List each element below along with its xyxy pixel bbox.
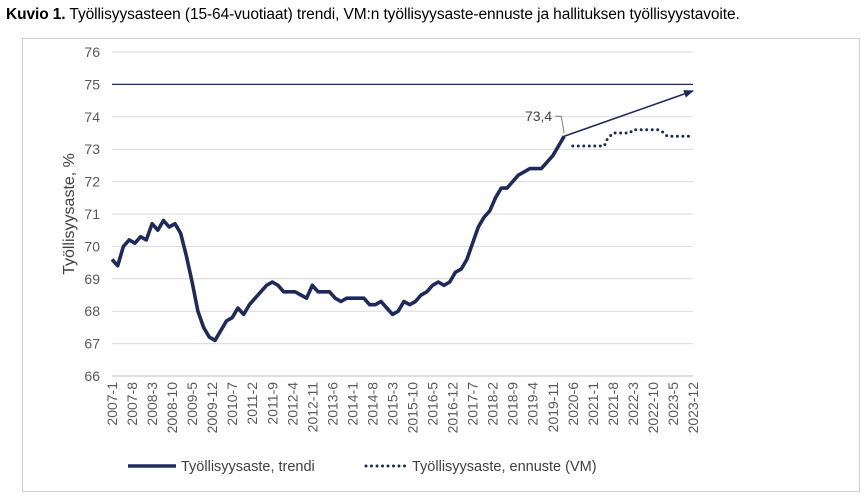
x-tick-label: 2008-3 bbox=[144, 382, 160, 426]
y-axis-label: Työllisyysaste, % bbox=[61, 153, 78, 275]
y-tick-label: 69 bbox=[84, 271, 100, 287]
forecast-line bbox=[571, 128, 695, 148]
x-tick-label: 2014-1 bbox=[344, 382, 360, 426]
x-tick-label: 2012-4 bbox=[284, 382, 300, 426]
legend-label-forecast: Työllisyysaste, ennuste (VM) bbox=[412, 459, 597, 475]
y-tick-label: 67 bbox=[84, 336, 100, 352]
target-arrow bbox=[563, 90, 694, 137]
x-tick-label: 2011-2 bbox=[244, 382, 260, 425]
y-axis: 66 67 68 69 70 71 72 73 74 75 76 bbox=[84, 44, 100, 384]
chart-frame bbox=[22, 38, 860, 492]
y-tick-label: 73 bbox=[84, 141, 100, 157]
series-layer bbox=[110, 83, 695, 343]
y-tick-label: 68 bbox=[84, 303, 100, 319]
x-tick-label: 2017-7 bbox=[465, 382, 481, 426]
x-tick-label: 2014-8 bbox=[364, 382, 380, 426]
x-axis: 2007-1 2007-8 2008-3 2008-10 2009-5 2009-12 20… bbox=[104, 382, 701, 434]
y-tick-label: 72 bbox=[84, 174, 100, 190]
x-tick-label: 2022-3 bbox=[625, 382, 641, 426]
x-tick-label: 2007-1 bbox=[104, 382, 120, 426]
legend-label-trend: Työllisyysaste, trendi bbox=[181, 459, 315, 475]
x-tick-label: 2023-12 bbox=[685, 382, 701, 434]
x-tick-label: 2010-7 bbox=[224, 382, 240, 426]
title-prefix: Kuvio 1. bbox=[6, 6, 66, 23]
y-tick-label: 76 bbox=[84, 44, 100, 60]
x-tick-label: 2011-9 bbox=[264, 382, 280, 425]
y-tick-label: 66 bbox=[84, 368, 100, 384]
chart-title: Kuvio 1. Työllisyysasteen (15-64-vuotiaa… bbox=[6, 6, 866, 24]
annotations: 73,4 bbox=[525, 90, 694, 137]
x-tick-label: 2016-12 bbox=[445, 382, 461, 434]
x-tick-label: 2012-11 bbox=[304, 382, 320, 433]
grid bbox=[112, 51, 693, 377]
x-tick-label: 2009-5 bbox=[184, 382, 200, 426]
title-text: Työllisyysasteen (15-64-vuotiaat) trendi… bbox=[65, 6, 740, 23]
x-tick-label: 2023-5 bbox=[665, 382, 681, 426]
y-tick-label: 75 bbox=[84, 76, 100, 92]
x-tick-label: 2019-11 bbox=[545, 382, 561, 433]
x-tick-label: 2020-6 bbox=[565, 382, 581, 426]
y-tick-label: 74 bbox=[84, 109, 100, 125]
x-tick-label: 2018-9 bbox=[505, 382, 521, 426]
label-leader bbox=[555, 115, 565, 134]
x-tick-label: 2016-5 bbox=[425, 382, 441, 426]
value-label: 73,4 bbox=[525, 108, 552, 124]
x-tick-label: 2009-12 bbox=[204, 382, 220, 434]
y-tick-label: 70 bbox=[84, 238, 100, 254]
x-tick-label: 2021-1 bbox=[585, 382, 601, 426]
x-tick-label: 2015-10 bbox=[405, 382, 421, 434]
x-tick-label: 2015-3 bbox=[384, 382, 400, 426]
y-tick-label: 71 bbox=[84, 206, 100, 222]
x-tick-label: 2008-10 bbox=[164, 382, 180, 434]
trend-line bbox=[110, 135, 566, 343]
x-tick-label: 2019-4 bbox=[525, 382, 541, 426]
x-tick-label: 2018-2 bbox=[485, 382, 501, 426]
x-tick-label: 2022-10 bbox=[645, 382, 661, 434]
x-tick-label: 2013-6 bbox=[324, 382, 340, 426]
x-tick-label: 2007-8 bbox=[124, 382, 140, 426]
x-tick-label: 2021-8 bbox=[605, 382, 621, 426]
legend: Työllisyysaste, trendi Työllisyysaste, en… bbox=[128, 459, 597, 475]
